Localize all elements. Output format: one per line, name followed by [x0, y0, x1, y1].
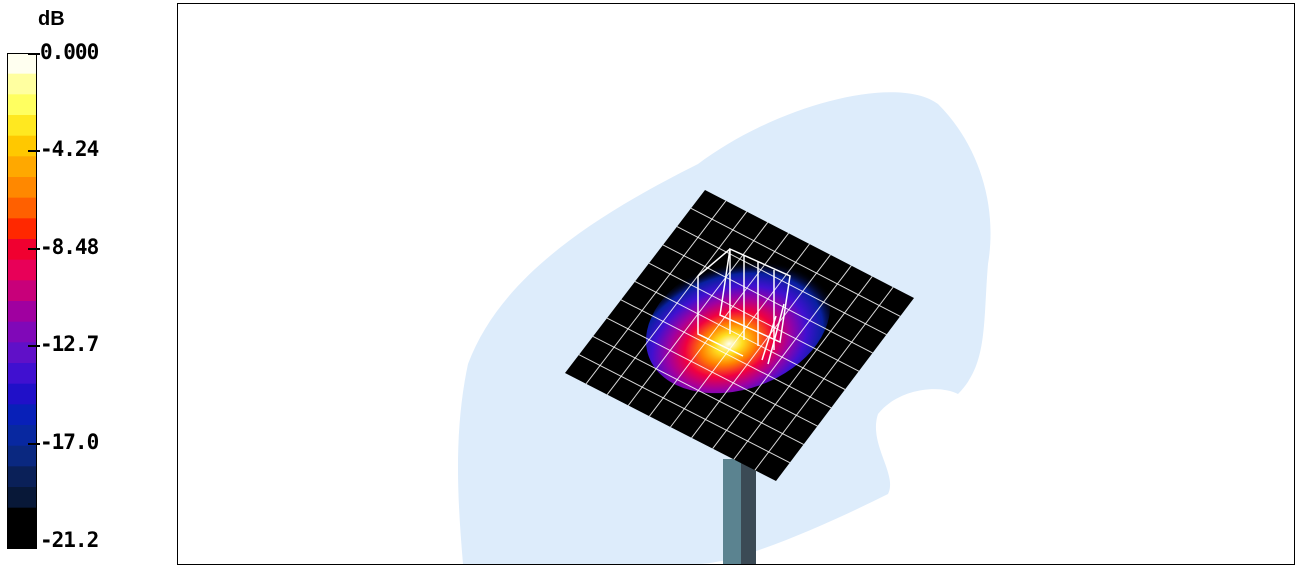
- colorbar-segment: [7, 466, 37, 488]
- legend-tick-mark: [28, 248, 40, 250]
- colorbar-segment: [7, 94, 37, 116]
- 3d-viewport[interactable]: [177, 3, 1295, 565]
- colorbar-segment: [7, 53, 37, 75]
- colorbar-segment: [7, 425, 37, 447]
- colorbar-segment: [7, 342, 37, 364]
- colorbar-segment: [7, 115, 37, 137]
- colorbar-segment: [7, 383, 37, 405]
- grid-line: [712, 265, 852, 449]
- colorbar-segment: [7, 239, 37, 261]
- pole-light: [723, 459, 741, 564]
- legend-unit-label: dB: [38, 8, 65, 30]
- grid-line: [592, 335, 804, 445]
- colorbar-segment: [7, 507, 37, 529]
- legend-tick-mark: [28, 150, 40, 152]
- legend-tick-2: -8.48: [40, 235, 99, 259]
- grid-line: [634, 281, 846, 390]
- grid-line: [733, 276, 873, 460]
- colorbar-segment: [7, 177, 37, 199]
- legend-tick-4: -17.0: [40, 430, 99, 454]
- colorbar-segment: [7, 73, 37, 95]
- legend-tick-mark: [28, 345, 40, 347]
- colorbar-segment: [7, 156, 37, 178]
- grid-line: [578, 354, 791, 464]
- legend-tick-mark: [28, 53, 40, 55]
- colorbar-segment: [7, 218, 37, 240]
- legend-tick-3: -12.7: [40, 332, 99, 356]
- colorbar-segment: [7, 487, 37, 509]
- colorbar-segment: [7, 445, 37, 467]
- colorbar-segment: [7, 280, 37, 302]
- radiation-pattern-scene: [458, 92, 991, 564]
- legend-tick-mark: [28, 443, 40, 445]
- legend-tick-5: -21.2: [40, 528, 99, 552]
- colorbar-segment: [7, 259, 37, 281]
- colorbar-segment: [7, 321, 37, 343]
- grid-line: [620, 299, 832, 409]
- grid-line: [754, 286, 894, 471]
- colorbar-segment: [7, 301, 37, 323]
- colorbar-segment: [7, 135, 37, 157]
- grid-line: [691, 254, 831, 439]
- plate-grid: [578, 200, 901, 471]
- pole-dark: [741, 459, 756, 564]
- colorbar-outline: [7, 53, 37, 549]
- legend-tick-1: -4.24: [40, 137, 99, 161]
- grid-line: [606, 317, 818, 427]
- colorbar-segment: [7, 528, 37, 549]
- colorbar-segment: [7, 197, 37, 219]
- legend-tick-0: 0.000: [40, 40, 99, 64]
- color-legend: dB 0.000 -4.24 -8.48 -12.7 -17.0 -21.2: [0, 0, 170, 554]
- colorbar: [7, 53, 37, 549]
- antenna-wireframe: [697, 247, 791, 365]
- colorbar-segment: [7, 404, 37, 426]
- colorbar-segment: [7, 363, 37, 385]
